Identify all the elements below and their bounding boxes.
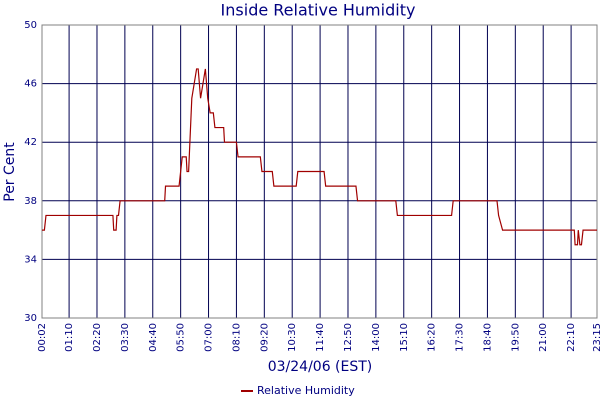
- x-tick-label: 05:50: [176, 323, 187, 352]
- x-tick-label: 11:40: [315, 323, 326, 352]
- plot-border: [41, 24, 598, 319]
- x-axis-label: 03/24/06 (EST): [268, 359, 373, 375]
- x-tick-label: 00:02: [37, 323, 48, 352]
- legend-label: Relative Humidity: [257, 384, 355, 397]
- y-tick-label: 46: [24, 79, 37, 90]
- x-tick-label: 07:00: [204, 323, 215, 352]
- y-axis-label: Per Cent: [2, 142, 18, 202]
- x-tick-label: 17:30: [455, 323, 466, 352]
- x-tick-label: 09:20: [259, 323, 270, 352]
- y-tick-label: 50: [24, 20, 37, 31]
- x-tick-label: 12:50: [343, 323, 354, 352]
- x-tick-label: 18:40: [482, 323, 493, 352]
- x-tick-label: 21:00: [538, 323, 549, 352]
- x-tick-label: 02:20: [92, 323, 103, 352]
- data-line: [42, 68, 597, 246]
- x-tick-label: 01:10: [64, 323, 75, 352]
- x-tick-label: 19:50: [510, 323, 521, 352]
- x-tick-label: 14:00: [371, 323, 382, 352]
- x-tick-label: 15:10: [399, 323, 410, 352]
- y-tick-label: 34: [24, 254, 37, 265]
- x-tick-label: 04:40: [148, 323, 159, 352]
- x-tick-label: 10:30: [287, 323, 298, 352]
- x-tick-label: 08:10: [231, 323, 242, 352]
- x-tick-label: 22:10: [566, 323, 577, 352]
- x-tick-label: 16:20: [427, 323, 438, 352]
- y-tick-label: 30: [24, 313, 37, 324]
- y-tick-label: 38: [24, 196, 37, 207]
- y-tick-label: 42: [24, 137, 37, 148]
- x-tick-label: 03:30: [120, 323, 131, 352]
- x-tick-label: 23:15: [592, 323, 600, 352]
- chart-title: Inside Relative Humidity: [221, 1, 416, 20]
